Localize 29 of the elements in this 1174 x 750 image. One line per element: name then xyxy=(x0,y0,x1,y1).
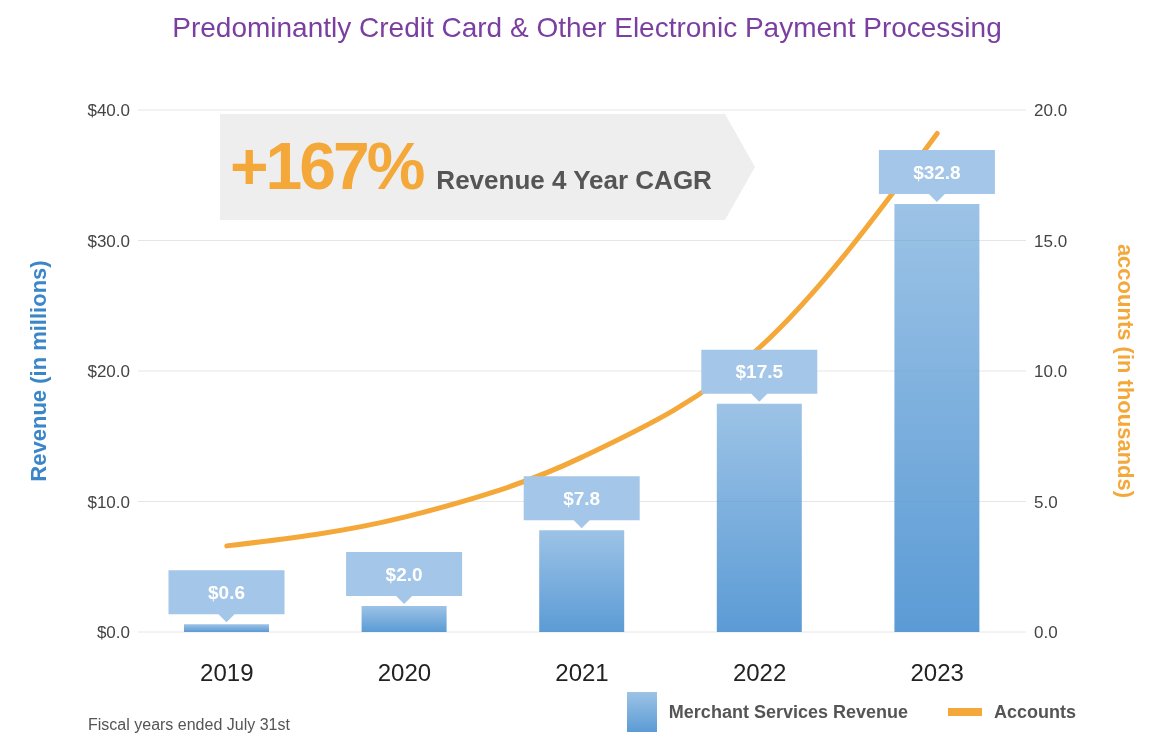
text: Fiscal years ended July 31st xyxy=(88,716,290,734)
data-label: $32.8 xyxy=(913,161,961,183)
y2-axis-title: accounts (in thousands) xyxy=(1113,243,1139,499)
chart-title: Predominantly Credit Card & Other Electronic Payment Processing xyxy=(171,11,1003,45)
data-label: $17.5 xyxy=(735,361,784,383)
y2-tick-label: 20.0 xyxy=(1034,101,1068,121)
y-tick-label: $30.0 xyxy=(87,231,130,251)
y-tick-label: $40.0 xyxy=(87,101,130,121)
annotation: +167% xyxy=(230,128,423,204)
annotation: Revenue 4 Year CAGR xyxy=(436,165,712,196)
y-tick-label: $20.0 xyxy=(87,362,130,382)
legend-label: Accounts xyxy=(993,701,1076,723)
y2-tick-label: 15.0 xyxy=(1034,231,1068,251)
x-tick-label: 2023 xyxy=(910,659,964,687)
data-label: $7.8 xyxy=(563,487,601,509)
legend-label: Merchant Services Revenue xyxy=(667,700,908,724)
y2-tick-label: 5.0 xyxy=(1034,492,1058,512)
data-label: $2.0 xyxy=(385,563,423,585)
bar xyxy=(184,624,269,632)
y-axis-title: Revenue (in millions) xyxy=(25,260,51,482)
x-tick-label: 2019 xyxy=(200,659,254,687)
y2-tick-label: 0.0 xyxy=(1034,623,1058,643)
y-tick-label: $10.0 xyxy=(87,492,130,512)
y2-tick-label: 10.0 xyxy=(1034,362,1068,382)
x-tick-label: 2022 xyxy=(732,659,787,687)
x-tick-label: 2020 xyxy=(377,659,432,687)
x-tick-label: 2021 xyxy=(555,659,609,687)
data-label: $0.6 xyxy=(208,581,245,603)
y-tick-label: $0.0 xyxy=(96,623,130,643)
